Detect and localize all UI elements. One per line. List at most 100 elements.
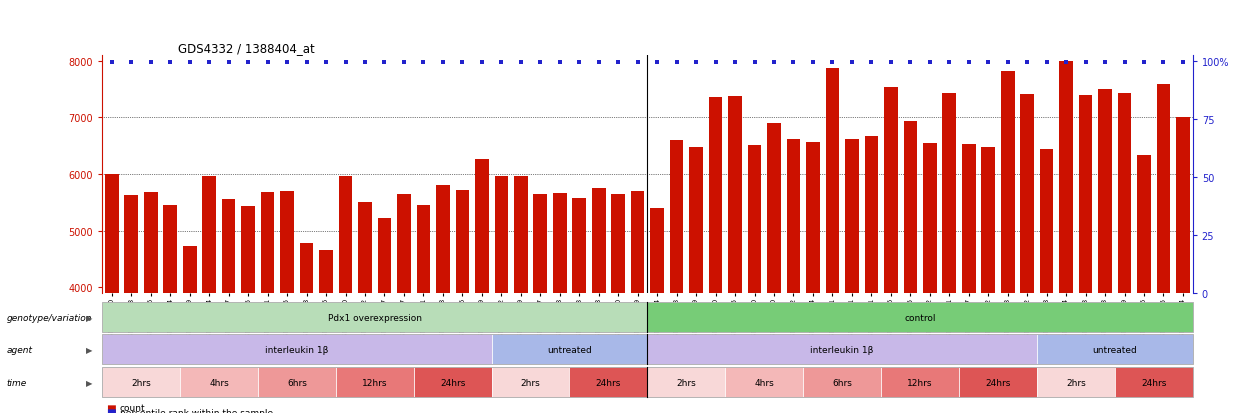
Point xyxy=(258,59,278,66)
Bar xyxy=(280,192,294,413)
Text: 12hrs: 12hrs xyxy=(362,378,387,387)
Text: percentile rank within the sample: percentile rank within the sample xyxy=(120,408,273,413)
Bar xyxy=(611,195,625,413)
Point xyxy=(900,59,920,66)
Bar xyxy=(514,177,528,413)
Point xyxy=(609,59,629,66)
Text: interleukin 1β: interleukin 1β xyxy=(810,345,874,354)
Text: genotype/variation: genotype/variation xyxy=(6,313,92,322)
Text: 6hrs: 6hrs xyxy=(832,378,852,387)
Point xyxy=(803,59,823,66)
Bar xyxy=(1001,71,1015,413)
Point xyxy=(1114,59,1134,66)
Point xyxy=(336,59,356,66)
Point xyxy=(141,59,161,66)
Bar xyxy=(397,195,411,413)
Text: ▶: ▶ xyxy=(86,313,93,322)
Bar xyxy=(377,218,391,413)
Point xyxy=(666,59,686,66)
Text: 2hrs: 2hrs xyxy=(131,378,151,387)
Bar xyxy=(1137,156,1150,413)
Text: 24hrs: 24hrs xyxy=(596,378,621,387)
Point xyxy=(745,59,764,66)
Point xyxy=(862,59,881,66)
Point xyxy=(375,59,395,66)
Point xyxy=(842,59,862,66)
Text: 4hrs: 4hrs xyxy=(754,378,774,387)
Bar xyxy=(631,192,645,413)
Point xyxy=(647,59,667,66)
Bar xyxy=(222,200,235,413)
Point xyxy=(1056,59,1076,66)
Point xyxy=(764,59,784,66)
Bar xyxy=(183,246,197,413)
Bar xyxy=(845,140,859,413)
Text: 24hrs: 24hrs xyxy=(439,378,466,387)
Point xyxy=(686,59,706,66)
Bar xyxy=(553,193,566,413)
Point xyxy=(393,59,413,66)
Text: control: control xyxy=(904,313,936,322)
Point xyxy=(997,59,1017,66)
Point xyxy=(569,59,589,66)
Point xyxy=(296,59,316,66)
Point xyxy=(238,59,258,66)
Bar xyxy=(476,159,489,413)
Text: ▶: ▶ xyxy=(86,378,93,387)
Bar xyxy=(1021,95,1035,413)
Point xyxy=(979,59,998,66)
Text: untreated: untreated xyxy=(547,345,591,354)
Bar xyxy=(650,209,664,413)
Bar xyxy=(591,188,605,413)
Point xyxy=(199,59,219,66)
Point xyxy=(530,59,550,66)
Point xyxy=(433,59,453,66)
Text: 24hrs: 24hrs xyxy=(985,378,1011,387)
Text: untreated: untreated xyxy=(1092,345,1137,354)
Point xyxy=(413,59,433,66)
Bar xyxy=(1078,95,1092,413)
Point xyxy=(881,59,901,66)
Point xyxy=(161,59,181,66)
Bar xyxy=(864,137,878,413)
Bar xyxy=(1059,62,1073,413)
Text: 2hrs: 2hrs xyxy=(1066,378,1086,387)
Text: interleukin 1β: interleukin 1β xyxy=(265,345,329,354)
Point xyxy=(452,59,472,66)
Bar xyxy=(708,98,722,413)
Point xyxy=(1076,59,1096,66)
Bar xyxy=(456,191,469,413)
Bar xyxy=(981,148,995,413)
Point xyxy=(219,59,239,66)
Point xyxy=(102,59,122,66)
Bar xyxy=(417,206,431,413)
Text: 2hrs: 2hrs xyxy=(520,378,540,387)
Text: 24hrs: 24hrs xyxy=(1142,378,1167,387)
Bar xyxy=(163,205,177,413)
Point xyxy=(823,59,843,66)
Bar xyxy=(962,145,976,413)
Point xyxy=(278,59,298,66)
Bar xyxy=(748,146,762,413)
Point xyxy=(355,59,375,66)
Point xyxy=(550,59,570,66)
Bar xyxy=(884,88,898,413)
Point xyxy=(510,59,530,66)
Text: ■: ■ xyxy=(106,407,116,413)
Point xyxy=(1037,59,1057,66)
Text: GDS4332 / 1388404_at: GDS4332 / 1388404_at xyxy=(178,42,315,55)
Text: Pdx1 overexpression: Pdx1 overexpression xyxy=(327,313,422,322)
Bar xyxy=(923,143,936,413)
Point xyxy=(920,59,940,66)
Bar xyxy=(904,122,918,413)
Bar xyxy=(533,194,547,413)
Point xyxy=(783,59,803,66)
Point xyxy=(121,59,141,66)
Bar xyxy=(806,143,819,413)
Bar xyxy=(260,192,274,413)
Text: count: count xyxy=(120,403,146,412)
Bar xyxy=(690,147,703,413)
Point xyxy=(959,59,979,66)
Bar xyxy=(339,177,352,413)
Bar xyxy=(359,203,372,413)
